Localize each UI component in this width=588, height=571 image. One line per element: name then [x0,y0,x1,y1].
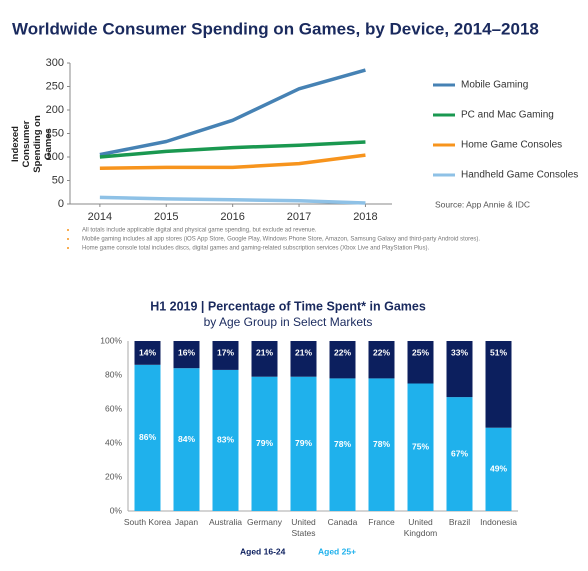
value-label: 17% [217,347,234,357]
bar-segment [134,341,161,365]
value-label: 79% [256,438,273,448]
y-tick-label: 20% [105,471,122,481]
y-tick-label: 100 [46,151,64,163]
value-label: 86% [139,432,156,442]
bar-segment [485,341,512,428]
x-tick-label: Indonesia [480,517,517,527]
bar-segment [251,376,278,511]
value-label: 83% [217,435,234,445]
bar-segment [407,383,434,511]
value-label: 25% [412,347,429,357]
line [99,140,366,159]
bullet [67,247,69,249]
bar-segment [368,341,395,379]
value-label: 51% [490,347,507,357]
y-tick-label: 50 [52,174,64,186]
y-tick-label: 60% [105,403,122,413]
y-tick-label: 300 [46,57,64,69]
bar-segment [485,427,512,511]
value-label: 21% [295,347,312,357]
value-label: 84% [178,434,195,444]
x-tick-label: 2014 [88,211,112,223]
bullet [67,238,69,240]
y-tick-label: 100% [100,335,122,345]
value-label: 75% [412,442,429,452]
legend-label: Handheld Game Consoles [461,170,578,181]
bar-segment [329,378,356,511]
x-tick-label: 2016 [220,211,244,223]
footnote: Home game console total includes discs, … [82,246,430,252]
bar-segment [173,368,200,511]
line [99,153,366,171]
x-tick-label: United States [291,517,316,538]
value-label: 16% [178,347,195,357]
value-label: 14% [139,347,156,357]
bar-segment [446,341,473,398]
x-tick-label: 2015 [154,211,178,223]
value-label: 79% [295,438,312,448]
x-tick-label: 2017 [287,211,311,223]
source: Source: App Annie & IDC [435,199,530,209]
bar-segment [212,369,239,511]
bar-segment [290,341,317,377]
y-tick-label: 0 [58,198,64,210]
y-tick-label: 200 [46,104,64,116]
y-tick-label: 0% [110,505,123,515]
footnote: All totals include applicable digital an… [82,228,317,234]
value-label: 67% [451,448,468,458]
x-tick-label: Canada [327,517,358,527]
y-tick-label: 150 [46,127,64,139]
value-label: 78% [373,439,390,449]
y-axis-label: Indexed Consumer Spending on Games [10,115,54,173]
legend-label: Aged 16-24 [240,546,286,556]
x-tick-label: United Kingdom [403,517,438,538]
bar-segment [368,378,395,511]
bar-segment [290,376,317,511]
x-tick-label: Brazil [448,517,471,527]
bar-segment [212,341,239,370]
value-label: 22% [373,347,390,357]
value-label: 33% [451,347,468,357]
x-tick-label: Japan [174,517,199,527]
bar-segment [329,341,356,379]
legend-label: Home Game Consoles [461,140,562,151]
bar-segment [407,341,434,384]
x-tick-label: Australia [208,517,243,527]
legend-label: Mobile Gaming [461,80,528,91]
value-label: 78% [334,439,351,449]
bullet [67,229,69,231]
y-tick-label: 80% [105,369,122,379]
y-tick-label: 40% [105,437,122,447]
bar-segment [134,364,161,511]
footnote: Mobile gaming includes all app stores (i… [82,237,480,243]
line [99,68,366,157]
bar-segment [173,341,200,369]
value-label: 22% [334,347,351,357]
x-tick-label: Germany [247,517,282,527]
bar-segment [251,341,278,377]
value-label: 21% [256,347,273,357]
value-label: 49% [490,464,507,474]
x-tick-label: South Korea [123,517,172,527]
x-tick-label: 2018 [353,211,377,223]
bar-segment [446,397,473,511]
legend-label: Aged 25+ [318,546,356,556]
line [99,195,366,205]
y-tick-label: 250 [46,80,64,92]
chart-title: Worldwide Consumer Spending on Games, by… [12,19,539,38]
chart-title: H1 2019 | Percentage of Time Spent* in G… [150,299,426,313]
x-tick-label: France [368,517,395,527]
chart-subtitle: by Age Group in Select Markets [204,315,373,329]
legend-label: PC and Mac Gaming [461,110,554,121]
